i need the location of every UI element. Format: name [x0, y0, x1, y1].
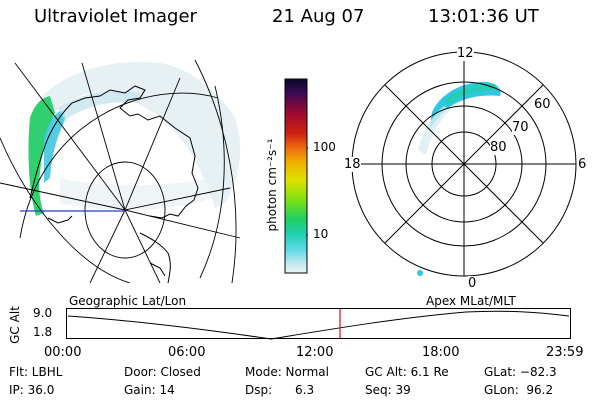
filter-status: Flt: LBHL	[9, 365, 63, 379]
timeline-xtick-1800: 18:00	[422, 345, 460, 360]
polar-mlt-plot	[351, 51, 577, 277]
colorbar-tick-100: 100	[313, 140, 336, 154]
timeline-xtick-2359: 23:59	[546, 345, 584, 360]
mlat-label-70: 70	[512, 120, 529, 135]
ip-status: IP: 36.0	[9, 383, 55, 397]
colorbar-unit-label: photon cm⁻²s⁻¹	[265, 138, 279, 232]
polar-grid	[351, 51, 577, 277]
observation-date: 21 Aug 07	[272, 6, 365, 27]
timeline-xtick-0600: 06:00	[168, 345, 206, 360]
lat-lon-grid	[0, 59, 241, 283]
dsp-status: Dsp: 6.3	[245, 383, 315, 397]
observation-time: 13:01:36 UT	[428, 6, 539, 27]
timeline-xtick-0000: 00:00	[44, 345, 82, 360]
timeline-ytick-high: 9.0	[33, 306, 53, 320]
altitude-timeline	[66, 308, 571, 340]
mlt-label-12: 12	[457, 46, 474, 61]
mlt-label-6: 6	[578, 157, 587, 172]
mlt-label-0: 0	[468, 276, 477, 291]
glat-status: GLat: −82.3	[484, 365, 557, 379]
geographic-map-panel	[0, 59, 241, 283]
glon-status: GLon: 96.2	[484, 383, 554, 397]
gc-alt-status: GC Alt: 6.1 Re	[365, 365, 449, 379]
colorbar-gradient	[284, 78, 311, 274]
timeline-ytick-low: 1.8	[33, 325, 53, 339]
mode-status: Mode: Normal	[245, 365, 329, 379]
altitude-curve	[67, 310, 570, 340]
timeline-right-label: Apex MLat/MLT	[426, 294, 516, 308]
timeline-axis-title: GC Alt	[8, 306, 22, 344]
coastline	[29, 85, 199, 283]
gain-status: Gain: 14	[124, 383, 175, 397]
timeline-xtick-1200: 12:00	[296, 345, 334, 360]
auroral-emission	[28, 61, 241, 216]
timeline-left-label: Geographic Lat/Lon	[69, 294, 187, 308]
mlat-label-60: 60	[534, 97, 551, 112]
colorbar	[284, 78, 311, 274]
mlt-label-18: 18	[344, 157, 361, 172]
instrument-title: Ultraviolet Imager	[34, 6, 197, 27]
seq-status: Seq: 39	[365, 383, 411, 397]
mlat-label-80: 80	[490, 140, 507, 155]
door-status: Door: Closed	[124, 365, 201, 379]
polar-auroral-emission	[417, 81, 501, 276]
colorbar-tick-10: 10	[313, 227, 329, 241]
